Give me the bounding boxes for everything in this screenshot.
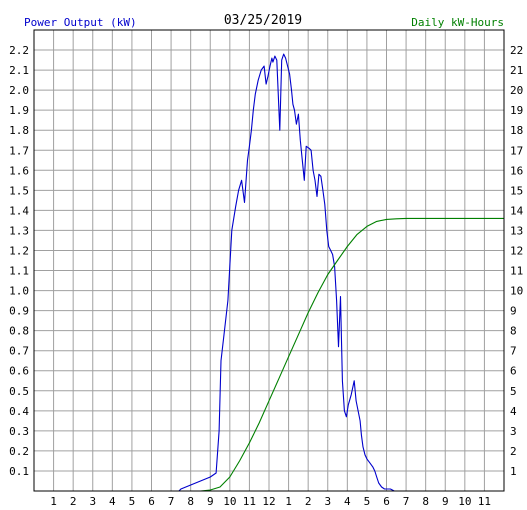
x-tick-label: 1 [285, 495, 292, 508]
energy-series-line [34, 217, 504, 492]
left-tick-label: 1.1 [9, 265, 29, 278]
x-tick-label: 6 [148, 495, 155, 508]
grid [34, 30, 504, 491]
x-tick-label: 8 [187, 495, 194, 508]
left-tick-label: 0.1 [9, 465, 29, 478]
left-tick-label: 2.1 [9, 64, 29, 77]
right-tick-label: 16 [510, 164, 523, 177]
x-tick-label: 5 [364, 495, 371, 508]
x-tick-label: 4 [109, 495, 116, 508]
x-tick-label: 7 [168, 495, 175, 508]
x-tick-label: 12 [262, 495, 275, 508]
x-tick-label: 3 [89, 495, 96, 508]
x-tick-label: 9 [442, 495, 449, 508]
left-tick-label: 0.8 [9, 325, 29, 338]
right-tick-label: 13 [510, 224, 523, 237]
right-tick-label: 18 [510, 124, 523, 137]
right-tick-label: 3 [510, 425, 517, 438]
right-tick-label: 2 [510, 445, 517, 458]
x-tick-label: 4 [344, 495, 351, 508]
x-tick-label: 9 [207, 495, 214, 508]
x-tick-label: 10 [223, 495, 236, 508]
right-tick-label: 10 [510, 285, 523, 298]
right-tick-label: 12 [510, 244, 523, 257]
right-tick-label: 1 [510, 465, 517, 478]
x-tick-label: 7 [403, 495, 410, 508]
right-tick-label: 15 [510, 184, 523, 197]
left-tick-label: 1.7 [9, 144, 29, 157]
plot-border [33, 29, 505, 492]
left-tick-label: 0.5 [9, 385, 29, 398]
right-tick-label: 17 [510, 144, 523, 157]
left-axis-ticks: 0.1 0.2 0.3 0.4 0.5 0.6 0.7 0.8 0.9 1.0 1.1 1.2 1.3 1… [9, 44, 29, 478]
x-tick-label: 10 [458, 495, 471, 508]
x-tick-label: 3 [324, 495, 331, 508]
x-tick-label: 11 [478, 495, 491, 508]
right-tick-label: 6 [510, 365, 517, 378]
right-tick-label: 5 [510, 385, 517, 398]
left-tick-label: 0.2 [9, 445, 29, 458]
left-tick-label: 1.9 [9, 104, 29, 117]
left-tick-label: 1.3 [9, 224, 29, 237]
x-tick-label: 5 [129, 495, 136, 508]
right-tick-label: 4 [510, 405, 517, 418]
right-tick-label: 7 [510, 345, 517, 358]
left-axis-title: Power Output (kW) [24, 16, 137, 29]
left-tick-label: 0.7 [9, 345, 29, 358]
left-tick-label: 2.0 [9, 84, 29, 97]
x-axis-ticks: 1 2 3 4 5 6 7 8 9 10 11 12 1 2 3 4 5 6 7 8 9 10 11 [50, 495, 491, 508]
x-tick-label: 2 [70, 495, 77, 508]
left-tick-label: 0.6 [9, 365, 29, 378]
x-tick-label: 6 [383, 495, 390, 508]
right-tick-label: 9 [510, 305, 517, 318]
right-tick-label: 22 [510, 44, 523, 57]
series-lines [34, 53, 504, 492]
left-tick-label: 1.8 [9, 124, 29, 137]
left-tick-label: 1.6 [9, 164, 29, 177]
x-tick-label: 8 [422, 495, 429, 508]
x-tick-label: 1 [50, 495, 57, 508]
left-tick-label: 0.3 [9, 425, 29, 438]
right-tick-label: 19 [510, 104, 523, 117]
chart-title: 03/25/2019 [224, 13, 302, 28]
right-tick-label: 11 [510, 265, 523, 278]
left-tick-label: 1.4 [9, 204, 29, 217]
left-tick-label: 2.2 [9, 44, 29, 57]
left-tick-label: 1.5 [9, 184, 29, 197]
right-axis-title: Daily kW-Hours [411, 16, 504, 29]
right-tick-label: 8 [510, 325, 517, 338]
x-tick-label: 2 [305, 495, 312, 508]
left-tick-label: 0.4 [9, 405, 29, 418]
power-series-line [34, 53, 504, 492]
right-tick-label: 20 [510, 84, 523, 97]
left-tick-label: 1.2 [9, 244, 29, 257]
left-tick-label: 1.0 [9, 285, 29, 298]
x-tick-label: 11 [243, 495, 256, 508]
left-tick-label: 0.9 [9, 305, 29, 318]
right-tick-label: 21 [510, 64, 523, 77]
right-tick-label: 14 [510, 204, 524, 217]
